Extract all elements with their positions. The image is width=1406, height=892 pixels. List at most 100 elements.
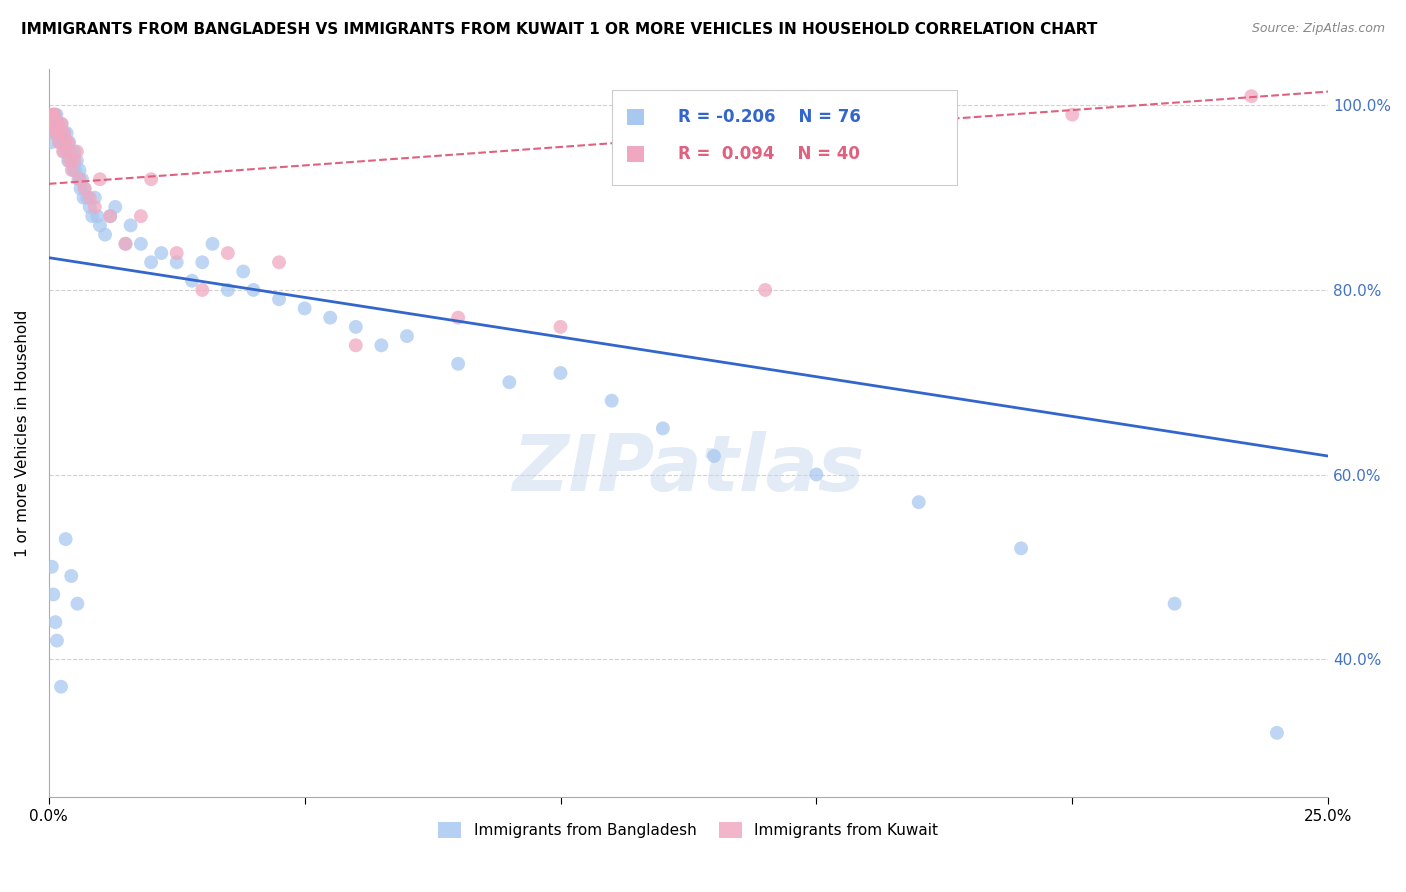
Point [150, 246, 173, 260]
Point [52, 145, 75, 159]
Point [907, 495, 929, 509]
Point [46, 126, 69, 140]
Point [59, 145, 82, 159]
Point [41, 117, 63, 131]
Point [94, 227, 117, 242]
Point [129, 209, 152, 223]
Point [55, 532, 77, 546]
Point [1010, 541, 1032, 556]
Point [217, 283, 239, 297]
Point [42, 126, 65, 140]
Point [58, 136, 80, 150]
Point [1265, 726, 1288, 740]
Point [52, 136, 75, 150]
Point [69, 172, 91, 186]
Point [49, 680, 72, 694]
Point [73, 181, 96, 195]
Point [67, 172, 90, 186]
Bar [627, 145, 644, 161]
Point [53, 126, 76, 140]
Point [82, 209, 104, 223]
Point [69, 181, 91, 195]
Point [53, 145, 76, 159]
Point [42, 587, 65, 601]
Point [294, 301, 316, 316]
Point [45, 108, 67, 122]
Point [60, 163, 83, 178]
Point [447, 357, 470, 371]
Point [191, 283, 214, 297]
Point [42, 108, 65, 122]
Point [79, 200, 101, 214]
Point [139, 172, 162, 186]
Point [58, 153, 80, 168]
Point [51, 117, 73, 131]
Point [60, 153, 83, 168]
Point [114, 236, 136, 251]
Bar [627, 110, 644, 126]
Point [703, 449, 725, 463]
Point [73, 181, 96, 195]
Point [166, 255, 188, 269]
Point [53, 126, 76, 140]
Point [65, 163, 87, 178]
Point [267, 255, 290, 269]
Point [44, 117, 66, 131]
Point [42, 117, 65, 131]
Point [83, 191, 105, 205]
Point [48, 117, 70, 131]
Point [49, 126, 72, 140]
FancyBboxPatch shape [612, 90, 957, 186]
Point [48, 136, 70, 150]
Point [60, 569, 83, 583]
Point [63, 153, 86, 168]
Point [70, 172, 93, 186]
Point [129, 236, 152, 251]
Point [98, 209, 121, 223]
Point [370, 338, 392, 352]
Point [232, 264, 254, 278]
Point [49, 136, 72, 150]
Point [498, 376, 520, 390]
Point [55, 145, 77, 159]
Point [45, 126, 67, 140]
Point [344, 319, 367, 334]
Point [62, 163, 84, 178]
Point [39, 136, 62, 150]
Point [181, 274, 204, 288]
Point [98, 209, 121, 223]
Point [55, 126, 77, 140]
Point [319, 310, 342, 325]
Point [447, 310, 470, 325]
Point [550, 319, 572, 334]
Point [39, 108, 62, 122]
Point [1240, 89, 1263, 103]
Point [1062, 108, 1084, 122]
Point [66, 145, 89, 159]
Point [44, 615, 66, 629]
Point [79, 191, 101, 205]
Point [600, 393, 623, 408]
Point [45, 117, 67, 131]
Point [191, 255, 214, 269]
Point [41, 559, 63, 574]
Point [89, 219, 111, 233]
Point [58, 153, 80, 168]
Point [69, 163, 91, 178]
Point [139, 255, 162, 269]
Point [66, 153, 89, 168]
Point [114, 236, 136, 251]
Point [76, 191, 98, 205]
Point [72, 191, 94, 205]
Point [242, 283, 264, 297]
Text: IMMIGRANTS FROM BANGLADESH VS IMMIGRANTS FROM KUWAIT 1 OR MORE VEHICLES IN HOUSE: IMMIGRANTS FROM BANGLADESH VS IMMIGRANTS… [21, 22, 1098, 37]
Point [42, 108, 65, 122]
Point [86, 209, 108, 223]
Point [63, 145, 86, 159]
Point [104, 200, 127, 214]
Point [166, 246, 188, 260]
Legend: Immigrants from Bangladesh, Immigrants from Kuwait: Immigrants from Bangladesh, Immigrants f… [433, 816, 945, 845]
Point [120, 219, 142, 233]
Point [754, 283, 776, 297]
Point [1163, 597, 1185, 611]
